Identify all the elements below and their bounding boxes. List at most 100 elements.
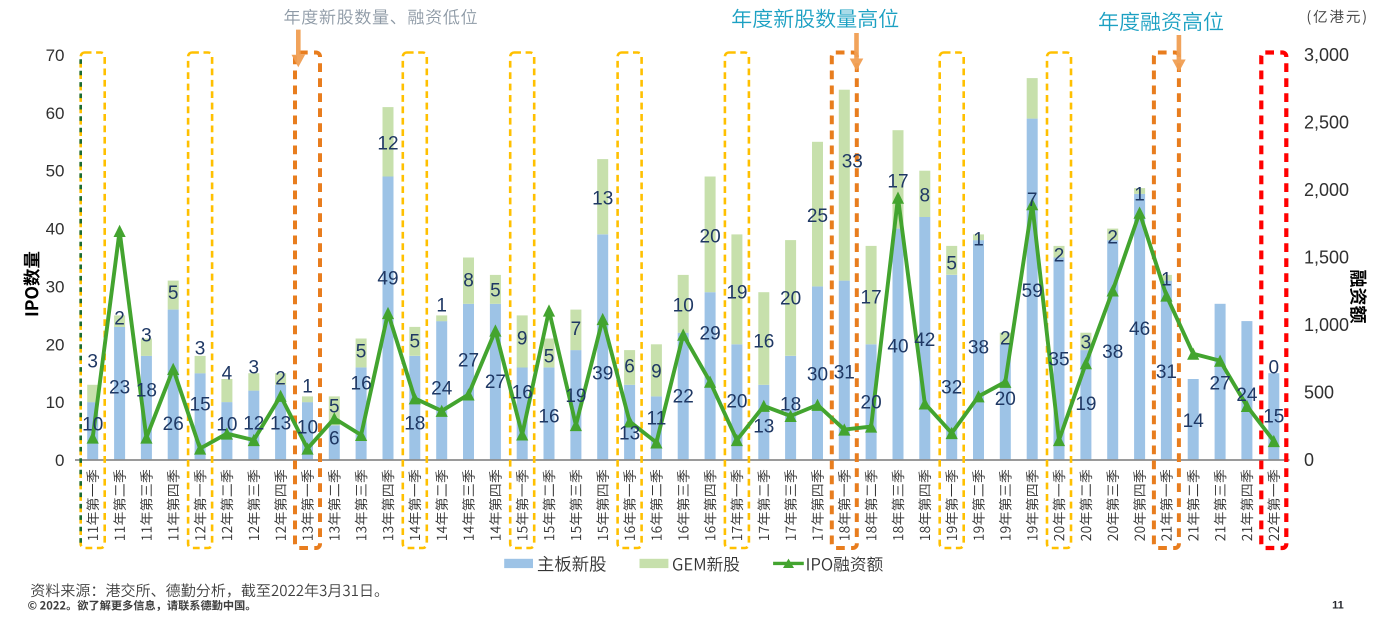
svg-text:1: 1: [302, 377, 313, 398]
svg-text:2: 2: [1107, 228, 1118, 249]
svg-text:1: 1: [1161, 270, 1172, 291]
svg-text:20: 20: [700, 227, 721, 248]
svg-text:3: 3: [87, 352, 98, 373]
svg-text:3,000: 3,000: [1304, 45, 1349, 65]
svg-text:8: 8: [463, 271, 474, 292]
svg-text:30: 30: [807, 365, 828, 386]
svg-text:38: 38: [968, 338, 989, 359]
svg-text:27: 27: [458, 351, 479, 372]
svg-text:38: 38: [1102, 342, 1123, 363]
svg-text:2,000: 2,000: [1304, 180, 1349, 200]
svg-text:30: 30: [46, 277, 65, 296]
svg-text:49: 49: [377, 269, 398, 290]
svg-text:10: 10: [46, 393, 65, 412]
svg-text:7: 7: [571, 319, 582, 340]
svg-text:5: 5: [544, 347, 555, 368]
svg-text:42: 42: [914, 330, 935, 351]
svg-text:60: 60: [46, 104, 65, 123]
svg-text:24: 24: [1236, 385, 1258, 406]
svg-text:20: 20: [995, 389, 1016, 410]
svg-text:2: 2: [275, 369, 286, 390]
svg-text:33: 33: [842, 152, 863, 173]
svg-text:0: 0: [55, 451, 64, 470]
svg-text:13: 13: [270, 414, 291, 435]
svg-text:2: 2: [1000, 329, 1011, 350]
svg-text:9: 9: [651, 362, 662, 383]
svg-text:3: 3: [249, 358, 260, 379]
svg-text:1: 1: [436, 296, 447, 317]
svg-text:5: 5: [410, 332, 421, 353]
svg-text:24: 24: [431, 379, 453, 400]
svg-text:46: 46: [1129, 319, 1150, 340]
svg-text:5: 5: [946, 254, 957, 275]
svg-text:500: 500: [1304, 383, 1334, 403]
svg-text:1: 1: [973, 230, 984, 251]
svg-text:13: 13: [619, 424, 640, 445]
svg-text:11: 11: [647, 409, 667, 430]
svg-text:17: 17: [887, 172, 908, 193]
svg-text:3: 3: [195, 339, 206, 360]
svg-text:17: 17: [861, 288, 882, 309]
svg-text:0: 0: [1304, 450, 1314, 470]
svg-text:27: 27: [485, 372, 506, 393]
svg-text:1,000: 1,000: [1304, 315, 1349, 335]
svg-text:20: 20: [780, 289, 801, 310]
svg-text:22: 22: [673, 387, 694, 408]
svg-text:16: 16: [512, 383, 533, 404]
svg-text:10: 10: [82, 415, 103, 436]
svg-text:10: 10: [673, 296, 694, 317]
svg-text:18: 18: [780, 395, 801, 416]
svg-text:23: 23: [109, 378, 130, 399]
svg-text:18: 18: [136, 381, 157, 402]
svg-text:18: 18: [404, 414, 425, 435]
svg-text:19: 19: [1075, 394, 1096, 415]
svg-text:25: 25: [807, 206, 828, 227]
svg-text:31: 31: [1156, 362, 1177, 383]
svg-text:70: 70: [46, 46, 65, 65]
svg-text:2,500: 2,500: [1304, 113, 1349, 133]
svg-text:5: 5: [490, 281, 501, 302]
svg-text:16: 16: [538, 407, 559, 428]
svg-text:14: 14: [1183, 411, 1205, 432]
svg-text:8: 8: [920, 186, 931, 207]
svg-text:12: 12: [377, 134, 398, 155]
svg-text:19: 19: [726, 283, 747, 304]
svg-text:27: 27: [1210, 374, 1231, 395]
svg-text:1,500: 1,500: [1304, 248, 1349, 268]
svg-text:40: 40: [887, 337, 908, 358]
svg-text:5: 5: [329, 397, 340, 418]
svg-text:13: 13: [753, 417, 774, 438]
svg-text:10: 10: [297, 418, 318, 439]
svg-text:15: 15: [190, 395, 211, 416]
svg-text:3: 3: [1081, 333, 1092, 354]
svg-text:16: 16: [753, 332, 774, 353]
svg-text:20: 20: [46, 335, 65, 354]
svg-text:29: 29: [700, 324, 721, 345]
svg-text:39: 39: [592, 364, 613, 385]
svg-text:5: 5: [356, 342, 367, 363]
svg-text:15: 15: [1263, 407, 1284, 428]
svg-text:50: 50: [46, 162, 65, 181]
svg-text:2: 2: [1054, 246, 1065, 267]
svg-text:35: 35: [1048, 350, 1069, 371]
svg-text:2: 2: [114, 309, 125, 330]
svg-text:13: 13: [592, 189, 613, 210]
svg-text:40: 40: [46, 220, 65, 239]
svg-text:1: 1: [1134, 185, 1145, 206]
svg-text:4: 4: [222, 364, 233, 385]
svg-text:12: 12: [243, 414, 264, 435]
svg-text:19: 19: [565, 386, 586, 407]
svg-text:5: 5: [168, 283, 179, 304]
svg-text:7: 7: [1027, 190, 1038, 211]
svg-text:9: 9: [517, 329, 528, 350]
svg-text:20: 20: [726, 392, 747, 413]
svg-text:10: 10: [216, 415, 237, 436]
svg-text:6: 6: [329, 429, 340, 450]
svg-text:16: 16: [351, 374, 372, 395]
svg-text:32: 32: [941, 378, 962, 399]
svg-text:3: 3: [141, 326, 152, 347]
svg-text:31: 31: [834, 363, 855, 384]
svg-text:59: 59: [1022, 281, 1043, 302]
svg-text:11: 11: [1332, 600, 1344, 612]
svg-text:0: 0: [1269, 358, 1280, 379]
